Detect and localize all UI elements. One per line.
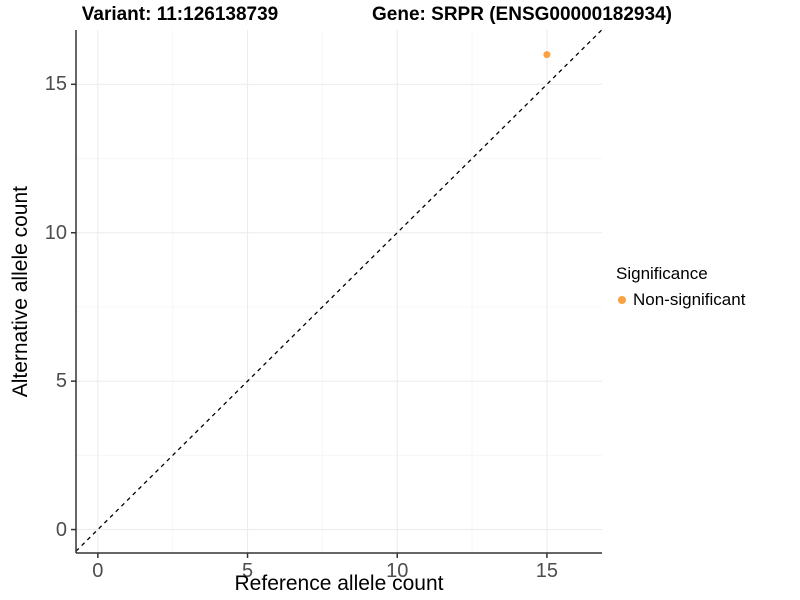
x-axis-title: Reference allele count <box>234 572 444 595</box>
x-tick-label: 15 <box>535 560 559 582</box>
legend-key-dot-icon <box>618 296 626 304</box>
y-tick-label: 5 <box>55 370 67 393</box>
x-tick-label: 5 <box>241 560 254 582</box>
x-tick-label: 0 <box>92 560 104 582</box>
plot-title-variant: Variant: 11:126138739 <box>81 4 279 25</box>
y-tick-label: 0 <box>55 518 67 541</box>
y-tick-label: 10 <box>44 221 67 244</box>
legend-item-label: Non-significant <box>633 290 746 309</box>
plot-title-gene: Gene: SRPR (ENSG00000182934) <box>372 4 672 25</box>
legend: Significance Non-significant <box>616 264 745 310</box>
legend-title: Significance <box>616 264 708 283</box>
x-tick-label: 10 <box>386 560 409 582</box>
y-tick-label: 15 <box>44 73 67 96</box>
y-axis-title: Alternative allele count <box>9 185 32 398</box>
identity-line <box>75 29 603 552</box>
legend-item-non-significant: Non-significant <box>616 290 745 310</box>
data-point <box>543 51 551 59</box>
y-axis-title-box: Alternative allele count <box>6 30 36 553</box>
